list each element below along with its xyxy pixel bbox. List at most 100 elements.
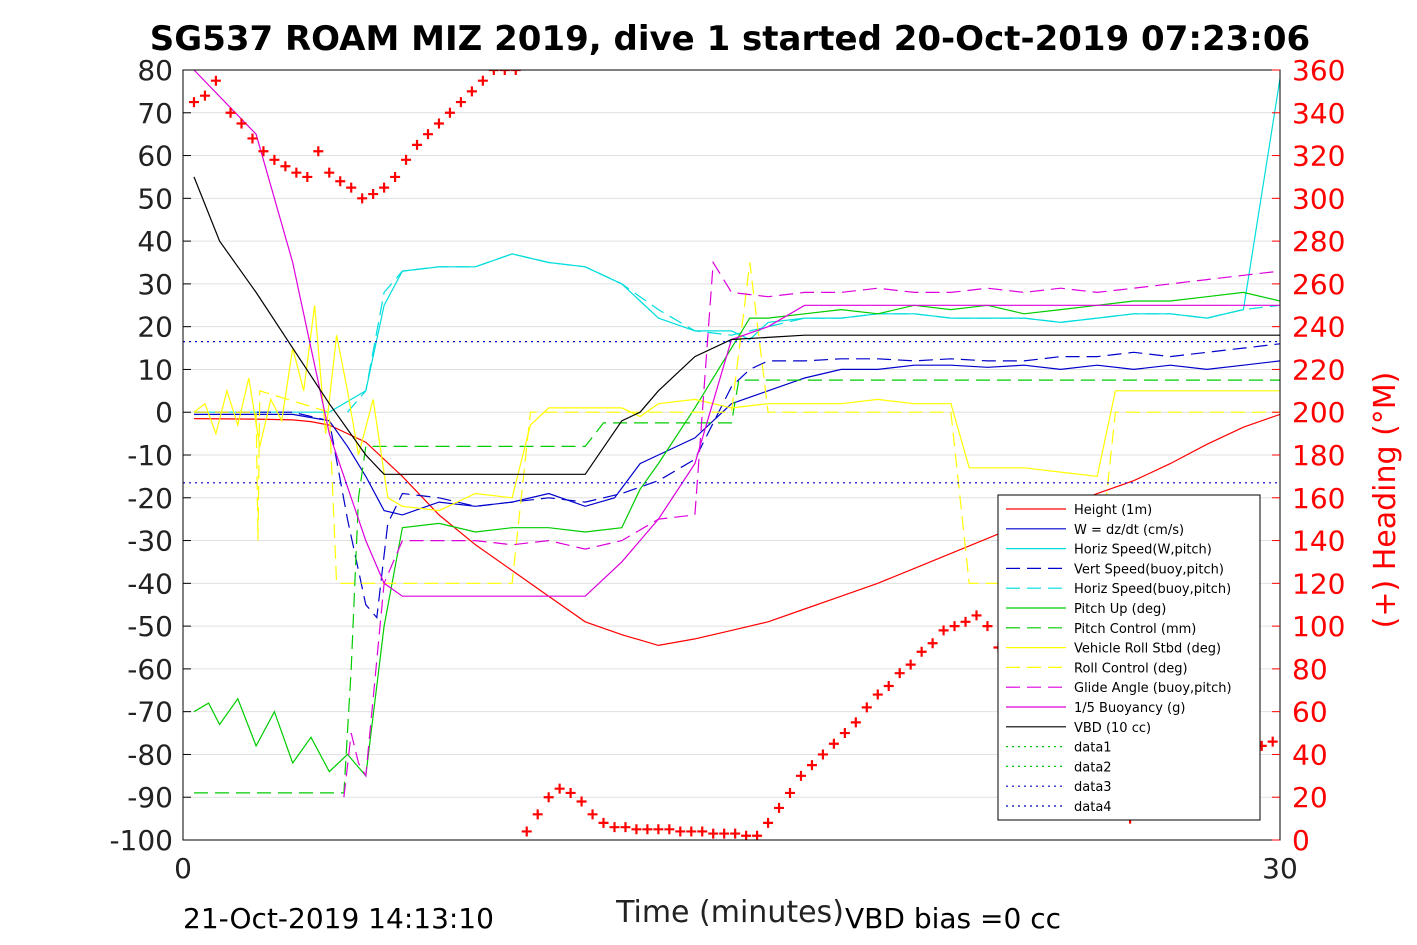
heading-point xyxy=(795,770,806,781)
heading-point xyxy=(620,822,631,833)
heading-point xyxy=(872,689,883,700)
heading-point xyxy=(291,167,302,178)
heading-point xyxy=(444,107,455,118)
y-axis-right: 3603403203002802602402202001801601401201… xyxy=(1272,54,1345,857)
heading-point xyxy=(719,828,730,839)
y-tick-label: -30 xyxy=(127,525,173,558)
heading-point xyxy=(225,107,236,118)
heading-point xyxy=(774,802,785,813)
heading-point xyxy=(466,86,477,97)
heading-point xyxy=(971,610,982,621)
heading-point xyxy=(598,817,609,828)
y-tick-label: -70 xyxy=(127,696,173,729)
y2-tick-label: 100 xyxy=(1292,610,1345,643)
heading-point xyxy=(664,824,675,835)
heading-point xyxy=(313,146,324,157)
heading-point xyxy=(565,787,576,798)
y2-tick-label: 200 xyxy=(1292,396,1345,429)
y-tick-label: 0 xyxy=(155,396,173,429)
heading-point xyxy=(1267,736,1278,747)
heading-point xyxy=(532,809,543,820)
y2-tick-label: 220 xyxy=(1292,353,1345,386)
heading-point xyxy=(477,75,488,86)
legend-entry-label: W = dz/dt (cm/s) xyxy=(1074,523,1184,538)
x-tick-label: 0 xyxy=(174,852,192,885)
y2-tick-label: 340 xyxy=(1292,97,1345,130)
series-line-5 xyxy=(193,291,1280,778)
y2-tick-label: 360 xyxy=(1292,54,1345,87)
heading-point xyxy=(280,161,291,172)
heading-point xyxy=(554,783,565,794)
heading-point xyxy=(806,760,817,771)
heading-point xyxy=(210,75,221,86)
heading-point xyxy=(258,146,269,157)
heading-point xyxy=(708,828,719,839)
heading-point xyxy=(357,193,368,204)
y-tick-label: 80 xyxy=(137,54,173,87)
y2-tick-label: 260 xyxy=(1292,268,1345,301)
heading-point xyxy=(785,787,796,798)
heading-point xyxy=(609,822,620,833)
heading-point xyxy=(697,826,708,837)
heading-point xyxy=(927,638,938,649)
y-tick-label: -80 xyxy=(127,738,173,771)
heading-point xyxy=(302,171,313,182)
y2-tick-label: 240 xyxy=(1292,311,1345,344)
legend-entry-label: data2 xyxy=(1074,760,1112,775)
y-tick-label: 50 xyxy=(137,182,173,215)
chart-title: SG537 ROAM MIZ 2019, dive 1 started 20-O… xyxy=(150,19,1310,59)
legend-entry-label: Roll Control (deg) xyxy=(1074,661,1188,676)
y-tick-label: -90 xyxy=(127,781,173,814)
series-line-6 xyxy=(194,379,1280,794)
y-tick-label: 60 xyxy=(137,140,173,173)
heading-point xyxy=(653,824,664,835)
y2-tick-label: 140 xyxy=(1292,525,1345,558)
y2-tick-label: 20 xyxy=(1292,781,1328,814)
legend-entry-label: VBD (10 cc) xyxy=(1074,721,1151,736)
y2-tick-label: 160 xyxy=(1292,482,1345,515)
y-tick-label: 70 xyxy=(137,97,173,130)
y-tick-label: -100 xyxy=(109,824,173,857)
y-tick-label: -50 xyxy=(127,610,173,643)
x-tick-label: 30 xyxy=(1262,852,1298,885)
heading-point xyxy=(188,97,199,108)
heading-point xyxy=(324,167,335,178)
heading-point xyxy=(828,738,839,749)
heading-point xyxy=(433,118,444,129)
legend: Height (1m) W = dz/dt (cm/s) Horiz Speed(W… xyxy=(997,494,1261,821)
y2-tick-label: 80 xyxy=(1292,653,1328,686)
heading-point xyxy=(938,625,949,636)
legend-entry-label: data3 xyxy=(1074,780,1112,795)
legend-entry-label: data4 xyxy=(1074,800,1112,815)
heading-point xyxy=(916,646,927,657)
y-tick-label: 30 xyxy=(137,268,173,301)
series-line-1 xyxy=(194,360,1280,516)
y-tick-label: -20 xyxy=(127,482,173,515)
heading-point xyxy=(730,828,741,839)
series-line-4 xyxy=(347,253,1280,413)
heading-point xyxy=(861,702,872,713)
series-line-11 xyxy=(193,176,1280,475)
series-line-3 xyxy=(194,343,1280,620)
legend-entry-label: Vert Speed(buoy,pitch) xyxy=(1074,562,1224,577)
heading-point xyxy=(401,154,412,165)
y2-tick-label: 180 xyxy=(1292,439,1345,472)
series-layer xyxy=(183,70,1280,798)
x-axis: 0 30 xyxy=(174,832,1298,885)
heading-point xyxy=(741,830,752,840)
heading-point xyxy=(631,824,642,835)
y2-tick-label: 60 xyxy=(1292,696,1328,729)
y2-tick-label: 40 xyxy=(1292,738,1328,771)
footer-vbd-bias: VBD bias =0 cc xyxy=(845,902,1061,935)
y2-tick-label: 280 xyxy=(1292,225,1345,258)
y2-tick-label: 300 xyxy=(1292,182,1345,215)
y2-tick-label: 320 xyxy=(1292,140,1345,173)
series-line-7 xyxy=(193,305,1280,512)
legend-entry-label: Pitch Control (mm) xyxy=(1074,622,1196,637)
heading-point xyxy=(499,70,510,75)
heading-point xyxy=(817,749,828,760)
legend-entry-label: 1/5 Buoyancy (g) xyxy=(1074,701,1185,716)
heading-point xyxy=(576,796,587,807)
heading-point xyxy=(642,824,653,835)
